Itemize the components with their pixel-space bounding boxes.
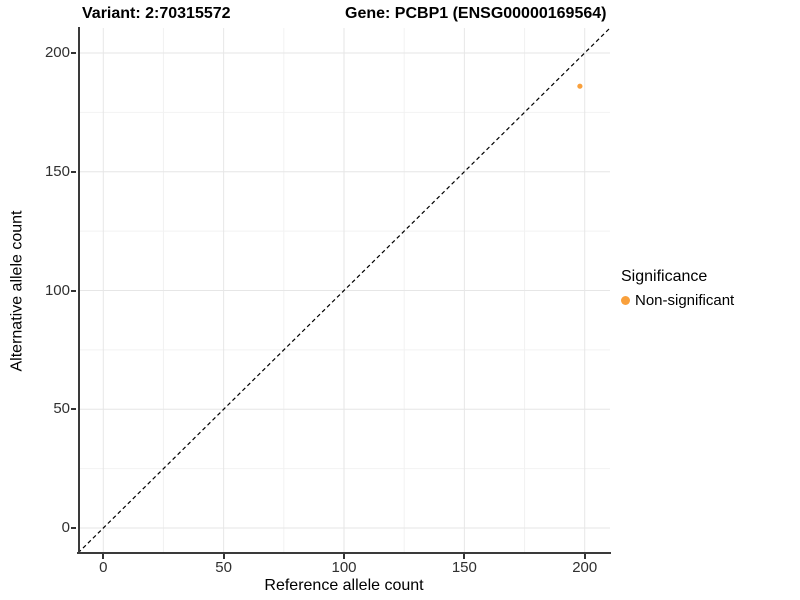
y-tick	[71, 408, 76, 411]
y-tick	[71, 170, 76, 173]
legend-item-label: Non-significant	[635, 291, 735, 309]
plot-title-gene: Gene: PCBP1 (ENSG00000169564)	[345, 5, 607, 22]
y-tick	[71, 51, 76, 54]
data-point	[577, 83, 583, 89]
legend-items: Non-significant	[621, 290, 734, 310]
x-tick	[102, 554, 105, 559]
legend-key-dot	[621, 295, 630, 305]
x-tick	[463, 554, 466, 559]
y-tick-label: 0	[61, 519, 70, 537]
plot-panel	[78, 28, 610, 553]
y-axis-line	[78, 27, 80, 554]
y-tick	[71, 527, 76, 530]
x-tick	[222, 554, 225, 559]
y-tick-label: 150	[44, 162, 70, 180]
legend: Significance Non-significant	[621, 268, 734, 310]
x-tick	[343, 554, 345, 559]
y-tick-label: 100	[44, 281, 70, 299]
identity-line	[78, 28, 610, 553]
x-tick-label: 50	[215, 559, 232, 576]
legend-title: Significance	[621, 268, 708, 285]
legend-item: Non-significant	[621, 290, 734, 310]
y-axis-title: Alternative allele count	[8, 210, 26, 371]
x-tick-label: 0	[99, 559, 108, 576]
x-axis-title: Reference allele count	[264, 577, 424, 594]
x-tick-label: 200	[572, 559, 598, 576]
x-tick	[583, 554, 586, 559]
y-tick-label: 200	[44, 43, 70, 61]
y-tick	[71, 289, 76, 292]
y-tick-label: 50	[53, 400, 70, 418]
plot-title-variant: Variant: 2:70315572	[82, 5, 231, 22]
x-tick-label: 150	[451, 559, 477, 576]
x-tick-label: 100	[331, 559, 357, 576]
x-axis-line	[77, 552, 611, 554]
